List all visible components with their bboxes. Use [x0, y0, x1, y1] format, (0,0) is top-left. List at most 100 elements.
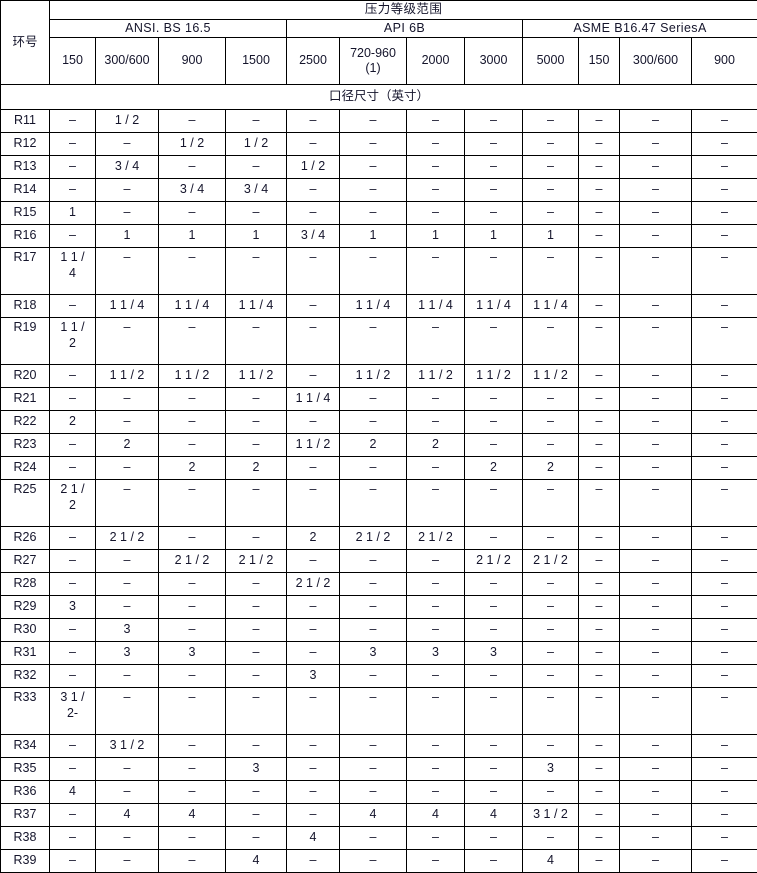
size-cell: – [579, 388, 620, 411]
ring-number-cell: R13 [1, 156, 50, 179]
size-cell: 1 1 / 4 [340, 295, 407, 318]
size-cell: – [407, 827, 465, 850]
size-cell: – [287, 735, 340, 758]
size-cell: – [50, 434, 96, 457]
size-cell: – [340, 411, 407, 434]
pressure-class-label: 720-960 [340, 46, 406, 62]
size-cell: – [50, 365, 96, 388]
size-cell: – [692, 110, 757, 133]
size-cell: – [523, 827, 579, 850]
table-row: R39–––4––––4––– [1, 850, 757, 873]
size-cell: – [579, 179, 620, 202]
size-cell: 3 / 4 [96, 156, 159, 179]
size-cell: – [226, 527, 287, 550]
table-row: R32––––3––––––– [1, 665, 757, 688]
size-cell: – [226, 248, 287, 295]
size-cell: – [465, 179, 523, 202]
size-value: 1 1 / 2 [57, 320, 89, 351]
size-unit-row: 口径尺寸（英寸） [1, 85, 757, 110]
ring-number-cell: R30 [1, 619, 50, 642]
size-cell: – [620, 850, 692, 873]
ring-number-cell: R32 [1, 665, 50, 688]
size-cell: – [692, 411, 757, 434]
ring-number-cell: R39 [1, 850, 50, 873]
pressure-class-header-9: 150 [579, 38, 620, 85]
size-cell: – [465, 388, 523, 411]
size-cell: – [287, 688, 340, 735]
size-cell: – [620, 457, 692, 480]
size-cell: – [692, 133, 757, 156]
size-cell: – [465, 596, 523, 619]
size-cell: – [620, 758, 692, 781]
size-cell: – [692, 388, 757, 411]
size-cell: – [50, 179, 96, 202]
table-row: R34–3 1 / 2–––––––––– [1, 735, 757, 758]
pressure-class-header-6: 2000 [407, 38, 465, 85]
size-cell: – [620, 388, 692, 411]
size-cell: 1 [50, 202, 96, 225]
size-cell: – [692, 850, 757, 873]
size-cell: – [620, 110, 692, 133]
size-cell: – [579, 318, 620, 365]
bore-size-label: 口径尺寸（英寸） [1, 85, 757, 110]
size-cell: – [50, 295, 96, 318]
size-cell: – [340, 735, 407, 758]
size-cell: – [620, 434, 692, 457]
size-cell: – [692, 573, 757, 596]
size-cell: 1 1 / 4 [407, 295, 465, 318]
size-cell: – [340, 827, 407, 850]
size-cell: – [159, 758, 226, 781]
size-cell: – [692, 179, 757, 202]
pressure-class-header-5: 720-960(1) [340, 38, 407, 85]
size-cell: – [579, 457, 620, 480]
size-cell: – [465, 850, 523, 873]
size-cell: 2 1 / 2 [340, 527, 407, 550]
size-cell: – [620, 596, 692, 619]
size-cell: 4 [465, 804, 523, 827]
size-cell: – [523, 110, 579, 133]
size-cell: 3 [523, 758, 579, 781]
size-cell: – [159, 388, 226, 411]
size-cell: 3 [50, 596, 96, 619]
size-cell: – [96, 827, 159, 850]
size-cell: 2 1 / 2 [159, 550, 226, 573]
size-cell: – [226, 665, 287, 688]
size-cell: – [287, 804, 340, 827]
size-cell: – [465, 527, 523, 550]
size-cell: – [523, 735, 579, 758]
size-cell: – [159, 202, 226, 225]
size-cell: – [579, 434, 620, 457]
size-cell: 4 [159, 804, 226, 827]
ring-number-cell: R14 [1, 179, 50, 202]
size-cell: – [692, 596, 757, 619]
ring-number-cell: R19 [1, 318, 50, 365]
size-cell: – [579, 665, 620, 688]
size-cell: – [620, 573, 692, 596]
size-cell: 3 1 / 2 [523, 804, 579, 827]
size-cell: – [620, 365, 692, 388]
size-cell: – [96, 758, 159, 781]
size-cell: – [159, 411, 226, 434]
size-cell: 4 [226, 850, 287, 873]
size-cell: 1 1 / 2 [287, 434, 340, 457]
standard-group-0: ANSI. BS 16.5 [50, 19, 287, 38]
size-cell: – [287, 202, 340, 225]
size-cell: 3 [96, 642, 159, 665]
size-cell: – [340, 619, 407, 642]
size-cell: – [465, 688, 523, 735]
size-cell: – [340, 596, 407, 619]
size-cell: – [159, 596, 226, 619]
size-cell: – [620, 202, 692, 225]
size-cell: – [620, 688, 692, 735]
size-cell: – [50, 110, 96, 133]
size-cell: – [287, 318, 340, 365]
size-cell: 1 1 / 4 [465, 295, 523, 318]
size-cell: 4 [407, 804, 465, 827]
size-cell: – [465, 781, 523, 804]
size-cell: – [340, 457, 407, 480]
